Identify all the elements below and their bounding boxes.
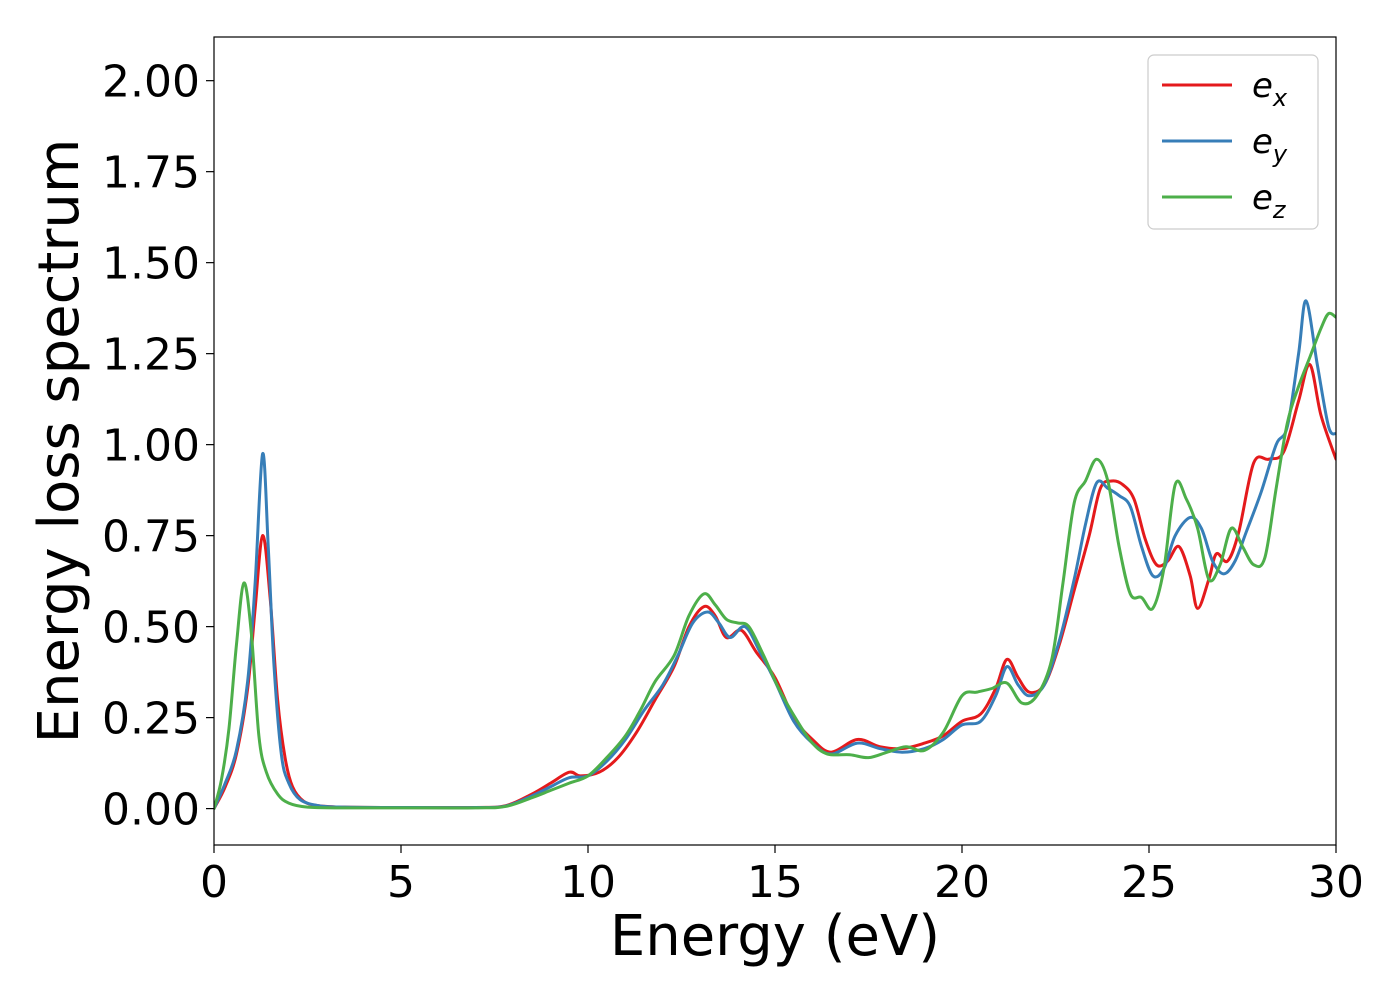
x-axis-title: Energy (eV) <box>610 904 940 969</box>
y-axis-title: Energy loss spectrum <box>27 139 92 744</box>
y-axis-ticks: 0.00 0.25 0.50 0.75 1.00 1.25 1.50 1.75 2.00 <box>102 57 214 836</box>
x-tick-label: 10 <box>560 857 616 908</box>
series-line-e-y <box>214 299 1336 811</box>
y-tick-label: 0.00 <box>102 785 200 836</box>
legend-label: ey <box>1252 122 1288 168</box>
x-axis-ticks: 0 5 10 15 20 25 30 <box>200 845 1364 908</box>
y-tick-label: 1.50 <box>102 239 200 290</box>
x-tick-label: 30 <box>1308 857 1364 908</box>
legend-label: ex <box>1252 66 1288 112</box>
y-tick-label: 2.00 <box>102 57 200 108</box>
y-tick-label: 0.25 <box>102 694 200 745</box>
x-tick-label: 15 <box>747 857 803 908</box>
x-tick-label: 25 <box>1121 857 1177 908</box>
y-tick-label: 1.00 <box>102 421 200 472</box>
y-tick-label: 1.75 <box>102 148 200 199</box>
legend-box <box>1147 54 1319 230</box>
legend: ex ey ez <box>1147 54 1319 230</box>
x-tick-label: 0 <box>200 857 228 908</box>
y-tick-label: 0.75 <box>102 512 200 563</box>
y-tick-label: 0.50 <box>102 603 200 654</box>
series-layer <box>214 299 1336 811</box>
x-tick-label: 5 <box>387 857 415 908</box>
series-line-e-z <box>214 311 1336 811</box>
legend-label: ez <box>1252 178 1287 224</box>
y-tick-label: 1.25 <box>102 330 200 381</box>
x-tick-label: 20 <box>934 857 990 908</box>
